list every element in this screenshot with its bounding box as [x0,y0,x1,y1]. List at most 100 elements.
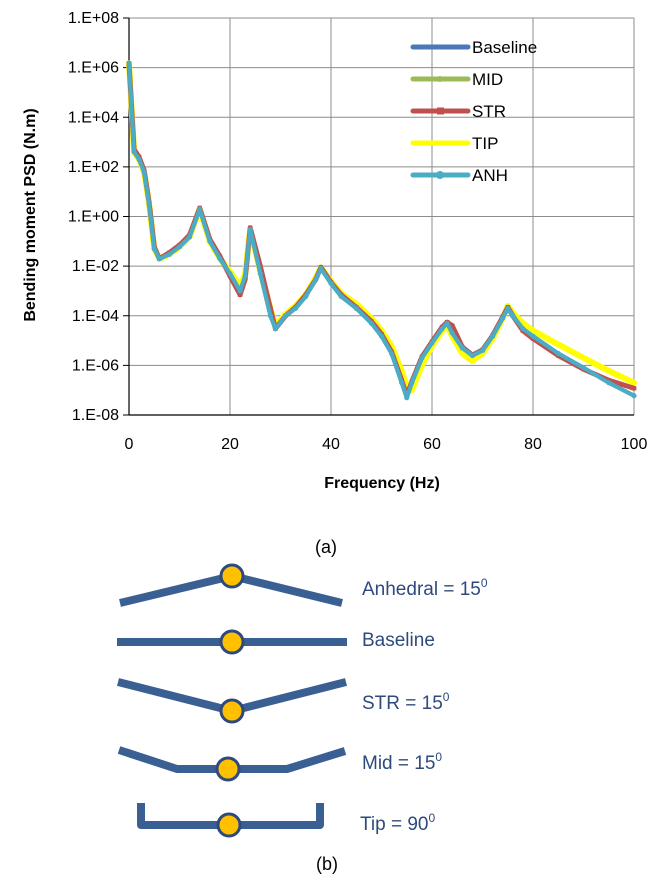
y-tick-label: 1.E-06 [72,357,119,374]
panel-b-label: (b) [316,854,338,874]
x-tick-label: 60 [423,436,441,453]
data-point-anh [631,393,637,399]
data-point-anh [606,380,612,386]
y-tick-label: 1.E+04 [68,109,119,126]
hub-baseline [219,629,245,655]
data-point-anh [520,326,526,332]
data-point-anh [247,226,253,233]
data-point-anh [404,395,410,401]
config-label-str: STR = 150 [362,690,450,714]
data-point-anh [580,365,587,371]
config-label-tip: Tip = 900 [360,811,435,835]
data-point-anh [272,326,279,332]
data-point-anh [136,156,142,163]
data-point-anh [459,345,465,351]
chart-series [126,60,637,401]
x-tick-labels: 0 20 40 60 80 100 [125,436,648,453]
data-point-anh [353,305,359,311]
y-axis-title: Bending moment PSD (N.m) [22,108,39,321]
config-str: STR = 150 [117,678,450,724]
y-tick-labels: 1.E+08 1.E+06 1.E+04 1.E+02 1.E+00 1.E-02 1.E-… [68,10,119,424]
data-point-anh [338,293,344,300]
legend-marker-mid [437,76,443,82]
data-point-anh [151,246,157,252]
data-point-anh [131,149,137,155]
legend-label-tip: TIP [472,134,498,153]
data-point-anh [146,202,152,208]
legend-label-mid: MID [472,70,503,89]
data-point-anh [313,276,319,282]
data-point-anh [187,234,193,240]
data-point-anh [176,244,183,250]
y-tick-label: 1.E+06 [68,60,119,77]
hub-mid [215,756,241,782]
config-tip: Tip = 900 [137,803,435,838]
x-tick-label: 0 [125,436,134,453]
config-anhedral: Anhedral = 150 [119,563,488,607]
data-point-anh [227,270,233,277]
config-baseline: Baseline [117,629,435,655]
psd-chart: 1.E+08 1.E+06 1.E+04 1.E+02 1.E+00 1.E-02 1.E-… [22,10,647,492]
data-point-anh [510,313,516,319]
data-point-str [450,323,455,328]
hub-anhedral [219,563,245,589]
data-point-anh [399,380,405,386]
y-tick-label: 1.E+02 [68,159,119,176]
data-point-anh [505,305,511,311]
data-point-anh [156,256,162,262]
legend-label-anh: ANH [472,166,508,185]
x-tick-label: 40 [322,436,340,453]
data-point-anh [439,326,445,332]
y-tick-label: 1.E+00 [68,209,119,226]
x-tick-label: 80 [524,436,542,453]
data-point-anh [217,256,223,262]
config-mid: Mid = 150 [117,746,442,782]
data-point-anh [282,313,289,319]
x-tick-label: 20 [221,436,239,453]
config-label-anhedral: Anhedral = 150 [362,576,488,600]
data-point-anh [419,355,425,361]
data-point-anh [429,340,435,346]
data-point-anh [444,320,450,326]
y-tick-label: 1.E-04 [72,308,119,325]
data-point-anh [126,60,132,66]
data-point-anh [141,169,147,175]
data-point-anh [257,270,263,277]
data-point-anh [197,206,203,212]
y-tick-label: 1.E-08 [72,407,119,424]
data-point-anh [469,352,475,359]
hub-tip [216,812,242,838]
data-point-anh [449,330,455,336]
data-point-anh [303,293,309,300]
series-line-anh [127,61,636,400]
data-point-str [631,386,637,391]
x-axis-title: Frequency (Hz) [324,475,440,492]
data-point-anh [378,333,385,339]
data-point-anh [267,313,273,319]
panel-a-label: (a) [315,537,337,557]
data-point-str [237,292,243,297]
data-point-anh [389,350,395,357]
legend-marker-str [437,107,444,115]
data-point-anh [555,350,561,357]
wing-configurations: Anhedral = 150 Baseline STR = 150 Mid = … [117,563,488,838]
data-point-anh [530,333,536,339]
data-point-anh [368,320,374,326]
data-point-anh [409,380,415,386]
data-point-anh [500,315,506,321]
chart-legend: Baseline MID STR TIP ANH [410,38,537,185]
data-point-anh [207,238,213,244]
data-point-anh [293,305,299,311]
legend-label-str: STR [472,102,506,121]
data-point-anh [479,347,486,354]
data-point-anh [242,273,248,279]
data-point-anh [237,288,243,294]
config-label-baseline: Baseline [362,630,435,651]
legend-label-baseline: Baseline [472,38,537,57]
data-point-anh [328,280,334,287]
config-label-mid: Mid = 150 [362,750,442,774]
data-point-anh [318,265,324,272]
x-tick-label: 100 [621,436,648,453]
y-tick-label: 1.E+08 [68,10,119,27]
